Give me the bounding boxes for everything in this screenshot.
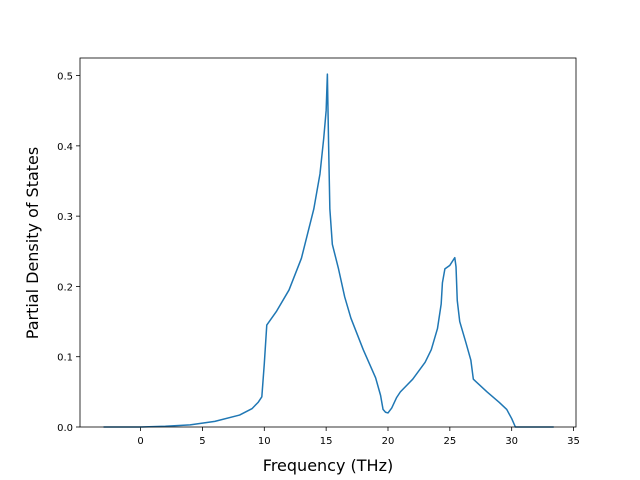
x-axis-label: Frequency (THz) — [263, 456, 393, 475]
x-tick-label: 20 — [382, 436, 395, 447]
y-tick-label: 0.1 — [57, 353, 73, 364]
y-axis-label: Partial Density of States — [23, 147, 42, 339]
x-tick-label: 30 — [505, 436, 518, 447]
y-tick-label: 0.0 — [57, 423, 73, 434]
y-tick-label: 0.3 — [57, 212, 73, 223]
line — [103, 73, 554, 428]
y-tick-label: 0.5 — [57, 72, 73, 83]
y-tick-label: 0.2 — [57, 282, 73, 293]
x-tick-label: 15 — [320, 436, 333, 447]
y-tick-label: 0.4 — [57, 142, 73, 153]
x-tick-label: 25 — [443, 436, 456, 447]
x-tick-label: 0 — [137, 436, 143, 447]
x-tick-label: 5 — [199, 436, 205, 447]
axes-frame — [79, 57, 577, 428]
x-tick-label: 10 — [258, 436, 271, 447]
x-tick-label: 35 — [567, 436, 580, 447]
